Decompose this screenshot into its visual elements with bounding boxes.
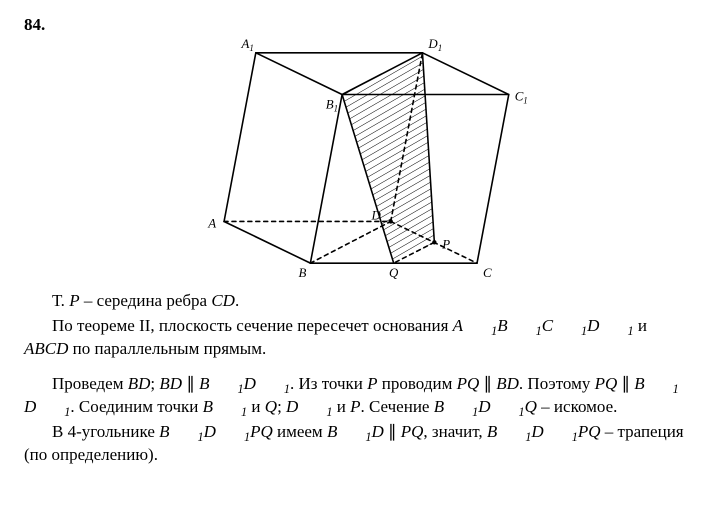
text: – середина ребра — [80, 291, 212, 310]
svg-text:Q: Q — [389, 266, 399, 280]
text: Проведем — [52, 374, 128, 393]
svg-text:B: B — [299, 266, 307, 280]
sym-B1D1PQ: B1D1PQ — [487, 422, 601, 441]
svg-text:B1: B1 — [326, 97, 338, 113]
text: ∥ — [617, 374, 634, 393]
text: . — [235, 291, 239, 310]
sym-PQ: PQ — [401, 422, 424, 441]
svg-text:D1: D1 — [427, 37, 442, 53]
text: . Сечение — [360, 397, 433, 416]
sym-CD: CD — [211, 291, 235, 310]
text: . Поэтому — [519, 374, 595, 393]
figure-container: A1 D1 B1 C1 A B C D P Q — [24, 33, 686, 288]
sym-B1D1PQ: B1D1PQ — [159, 422, 273, 441]
sym-D1: D1 — [286, 397, 332, 416]
paragraph-gap — [24, 363, 686, 373]
text: . Соединим точки — [70, 397, 202, 416]
text: по параллельным прямым. — [68, 339, 266, 358]
paragraph-1: Т. P – середина ребра CD. — [24, 290, 686, 313]
sym-PQ: PQ — [595, 374, 618, 393]
text: В 4-угольнике — [52, 422, 159, 441]
sym-P: P — [69, 291, 79, 310]
sym-B1D1Q: B1D1Q — [434, 397, 537, 416]
sym-Q: Q — [265, 397, 277, 416]
sym-BD: BD — [496, 374, 519, 393]
text: ∥ — [479, 374, 496, 393]
sym-BD: BD — [128, 374, 151, 393]
sym-P: P — [350, 397, 360, 416]
text: ; — [277, 397, 286, 416]
sym-PQ: PQ — [457, 374, 480, 393]
text: По теореме II, плоскость сечение пересеч… — [52, 316, 453, 335]
text: . Из точки — [290, 374, 367, 393]
sym-BD: BD — [159, 374, 182, 393]
text: проводим — [378, 374, 457, 393]
text: и — [332, 397, 350, 416]
sym-B1: B1 — [203, 397, 248, 416]
svg-text:C1: C1 — [515, 89, 528, 105]
paragraph-4: В 4-угольнике B1D1PQ имеем B1D ∥ PQ, зна… — [24, 421, 686, 467]
svg-text:A1: A1 — [240, 37, 253, 53]
text: Т. — [52, 291, 69, 310]
svg-text:D: D — [370, 208, 381, 222]
sym-A1B1C1D1: A1B1C1D1 — [453, 316, 634, 335]
text: – искомое. — [537, 397, 617, 416]
text: , значит, — [423, 422, 486, 441]
svg-text:A: A — [207, 216, 216, 230]
paragraph-2: По теореме II, плоскость сечение пересеч… — [24, 315, 686, 361]
svg-text:P: P — [441, 237, 450, 251]
text: и — [247, 397, 265, 416]
sym-ABCD: ABCD — [24, 339, 68, 358]
sym-B1D: B1D — [327, 422, 384, 441]
parallelepiped-figure: A1 D1 B1 C1 A B C D P Q — [175, 33, 535, 281]
text: и — [634, 316, 647, 335]
text: имеем — [273, 422, 327, 441]
text: ∥ — [384, 422, 401, 441]
sym-B1D1: B1D1 — [199, 374, 290, 393]
text: ∥ — [182, 374, 199, 393]
svg-text:C: C — [483, 266, 492, 280]
sym-P: P — [367, 374, 377, 393]
paragraph-3: Проведем BD; BD ∥ B1D1. Из точки P прово… — [24, 373, 686, 419]
